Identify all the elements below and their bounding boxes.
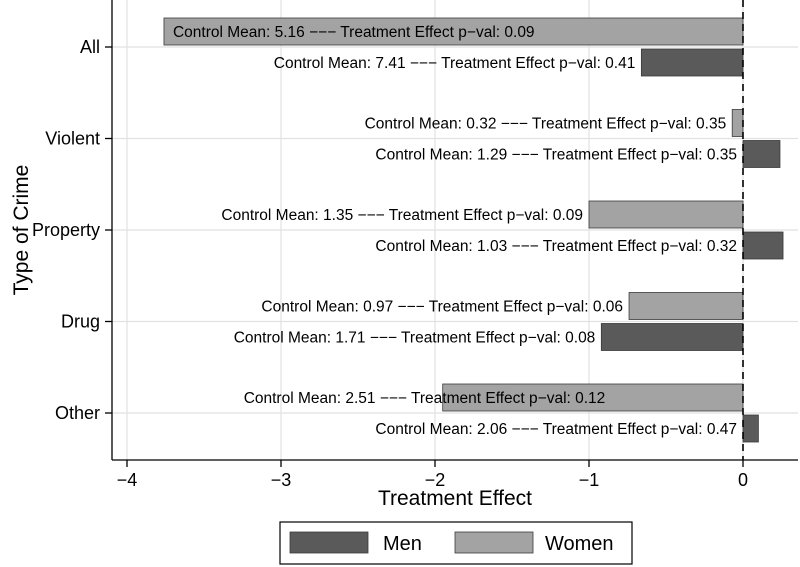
legend-swatch-women [454, 531, 534, 554]
bar-men-drug [600, 323, 744, 351]
bar-label-women-all: Control Mean: 5.16 −−− Treatment Effect … [173, 24, 535, 41]
category-label-property: Property [32, 220, 100, 240]
bar-men-other [742, 414, 759, 443]
bar-women-drug [628, 292, 744, 320]
legend-label-women: Women [545, 533, 614, 555]
bar-label-women-other: Control Mean: 2.51 −−− Treatment Effect … [244, 390, 606, 407]
bar-label-men-violent: Control Mean: 1.29 −−− Treatment Effect … [375, 147, 737, 164]
x-tick-label: −2 [425, 470, 446, 490]
x-tick-label: −4 [117, 470, 138, 490]
legend-swatch-men [289, 531, 369, 554]
category-label-other: Other [55, 403, 100, 423]
bar-label-men-property: Control Mean: 1.03 −−− Treatment Effect … [375, 238, 737, 255]
x-tick-label: −1 [579, 470, 600, 490]
bar-label-men-all: Control Mean: 7.41 −−− Treatment Effect … [274, 55, 636, 72]
bar-label-women-property: Control Mean: 1.35 −−− Treatment Effect … [221, 207, 583, 224]
bar-label-women-violent: Control Mean: 0.32 −−− Treatment Effect … [365, 116, 727, 133]
axes-group: −4 −3 −2 −1 0 All Violent Property Drug Other [32, 0, 798, 490]
bar-men-property [742, 231, 784, 260]
x-axis-title: Treatment Effect [378, 487, 532, 510]
bar-women-all [163, 17, 744, 46]
bar-men-all [640, 48, 744, 77]
legend-label-men: Men [383, 533, 422, 555]
bar-label-men-drug: Control Mean: 1.71 −−− Treatment Effect … [234, 330, 596, 347]
category-label-drug: Drug [61, 312, 100, 332]
bar-women-other [442, 383, 744, 412]
y-axis-title: Type of Crime [10, 165, 33, 296]
grid-lines [112, 0, 798, 460]
bar-women-property [588, 200, 744, 229]
bar-label-women-drug: Control Mean: 0.97 −−− Treatment Effect … [261, 299, 623, 316]
legend: Men Women [279, 521, 633, 565]
bar-men-violent [742, 140, 781, 168]
x-tick-label: 0 [738, 470, 748, 490]
category-label-violent: Violent [45, 129, 100, 149]
bar-label-men-other: Control Mean: 2.06 −−− Treatment Effect … [375, 421, 737, 438]
bars-group [163, 17, 784, 443]
x-tick-label: −3 [271, 470, 292, 490]
bar-women-violent [731, 109, 744, 137]
bar-labels-group: Control Mean: 5.16 −−− Treatment Effect … [173, 24, 737, 438]
category-label-all: All [80, 37, 100, 57]
